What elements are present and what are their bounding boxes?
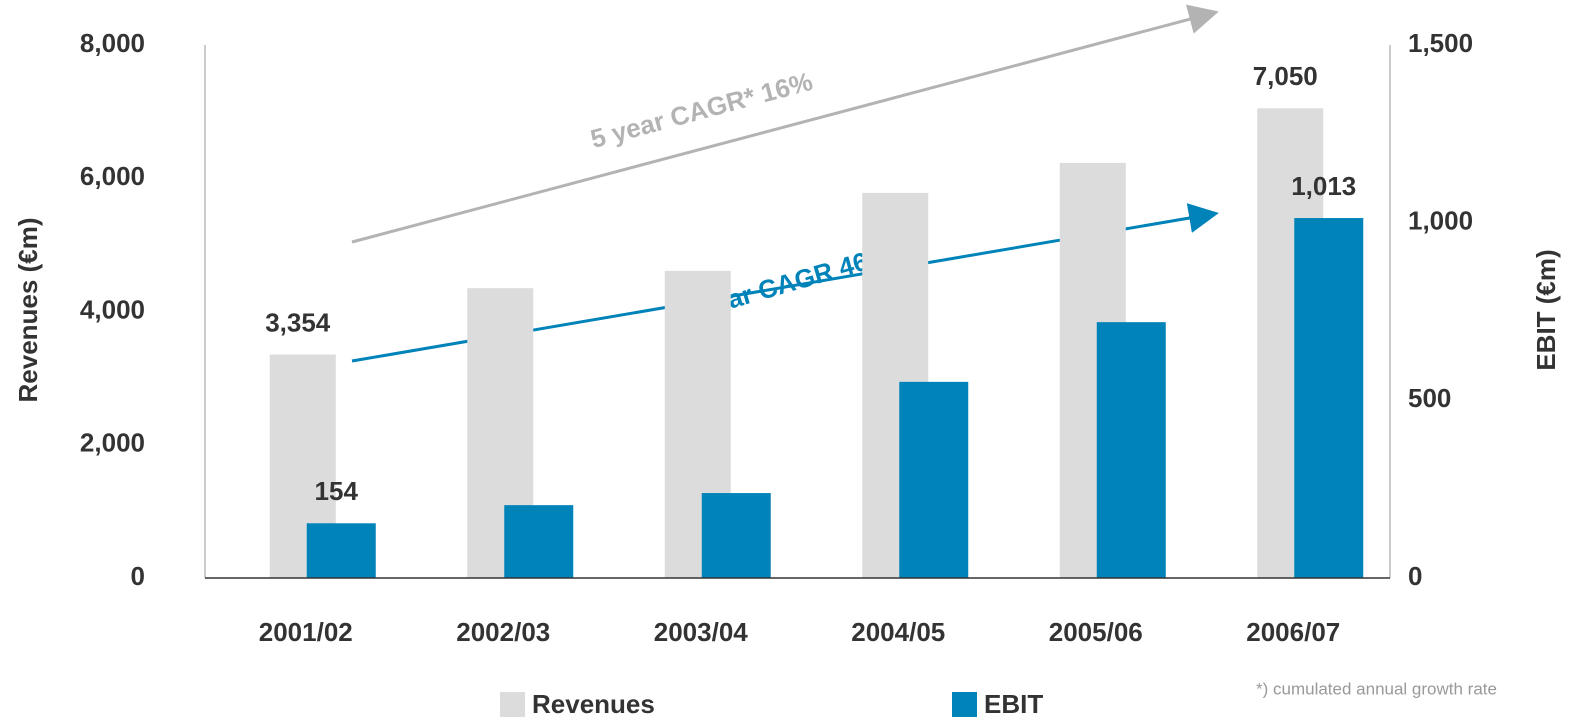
y2-tick-label: 1,000 bbox=[1408, 206, 1473, 236]
annotation: 5 year CAGR* 16% bbox=[587, 66, 815, 154]
bar bbox=[504, 505, 574, 578]
y-tick-label: 6,000 bbox=[80, 161, 145, 191]
y-tick-label: 2,000 bbox=[80, 428, 145, 458]
x-tick-label: 2001/02 bbox=[259, 617, 353, 647]
y-axis-title: Revenues (€m) bbox=[13, 218, 43, 403]
y2-axis-title: EBIT (€m) bbox=[1531, 249, 1561, 370]
cagr-arrow bbox=[351, 4, 1219, 244]
footnote: *) cumulated annual growth rate bbox=[1256, 679, 1497, 698]
x-tick-label: 2002/03 bbox=[456, 617, 550, 647]
y-tick-label: 0 bbox=[131, 561, 145, 591]
y2-tick-label: 0 bbox=[1408, 561, 1422, 591]
x-tick-label: 2006/07 bbox=[1246, 617, 1340, 647]
data-label: 7,050 bbox=[1253, 61, 1318, 91]
bar bbox=[899, 381, 969, 578]
bar bbox=[701, 493, 771, 578]
legend-swatch bbox=[500, 692, 525, 717]
y2-tick-label: 500 bbox=[1408, 383, 1451, 413]
data-label: 154 bbox=[315, 476, 359, 506]
data-label: 1,013 bbox=[1291, 171, 1356, 201]
legend-swatch bbox=[952, 692, 977, 717]
y-tick-label: 8,000 bbox=[80, 28, 145, 58]
y2-tick-label: 1,500 bbox=[1408, 28, 1473, 58]
legend-label: EBIT bbox=[984, 689, 1043, 719]
y-tick-label: 4,000 bbox=[80, 294, 145, 324]
x-tick-label: 2005/06 bbox=[1049, 617, 1143, 647]
x-tick-label: 2004/05 bbox=[851, 617, 945, 647]
x-tick-label: 2003/04 bbox=[654, 617, 749, 647]
data-label: 3,354 bbox=[265, 307, 331, 337]
bar bbox=[306, 523, 376, 578]
bar bbox=[1096, 322, 1166, 578]
bar bbox=[1294, 218, 1364, 578]
legend-label: Revenues bbox=[532, 689, 655, 719]
